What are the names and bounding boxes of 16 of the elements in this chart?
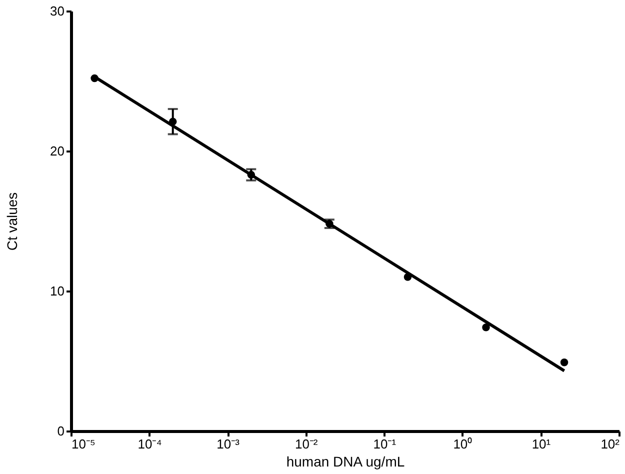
y-tick-label: 0 (57, 424, 64, 438)
y-tick-label: 30 (50, 4, 64, 18)
x-tick-label: 10⁻² (294, 436, 318, 452)
x-tick-label: 10⁻³ (216, 436, 240, 452)
x-axis-title: human DNA ug/mL (286, 454, 405, 470)
x-tick-label: 10¹ (532, 436, 552, 452)
x-tick-label: 10² (600, 436, 620, 452)
x-tick-label: 10⁻¹ (373, 436, 397, 452)
y-tick-label: 10 (50, 284, 64, 298)
x-tick-label: 10⁻⁵ (72, 436, 96, 452)
point (560, 358, 568, 366)
x-tick-label: 10⁰ (453, 436, 473, 452)
y-axis-title: Ct values (4, 192, 20, 251)
x-tick-label: 10⁻⁴ (138, 436, 162, 452)
y-tick-label: 20 (50, 144, 64, 158)
point (482, 324, 490, 332)
